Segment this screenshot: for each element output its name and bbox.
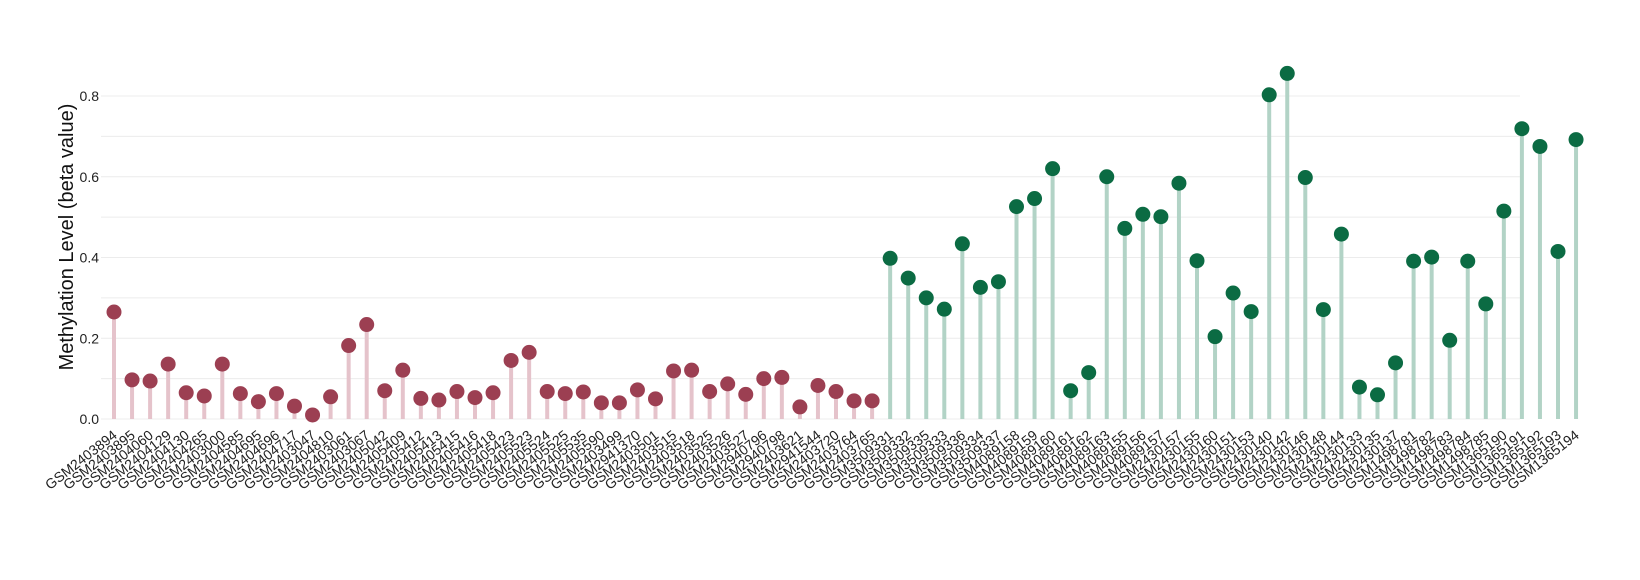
normal-point xyxy=(323,389,339,405)
tumor-point xyxy=(1153,209,1169,225)
tumor-point xyxy=(1189,253,1205,269)
tumor-point xyxy=(1424,249,1440,265)
normal-point xyxy=(846,393,862,409)
normal-point xyxy=(142,373,158,389)
normal-point xyxy=(575,384,591,400)
normal-point xyxy=(359,317,375,333)
normal-point xyxy=(539,384,555,400)
normal-point xyxy=(810,377,826,393)
tumor-point xyxy=(1063,383,1079,399)
tumor-point xyxy=(1009,199,1024,215)
normal-point xyxy=(738,386,754,402)
normal-point xyxy=(106,304,122,320)
normal-point xyxy=(521,344,537,360)
normal-point xyxy=(341,338,357,354)
normal-point xyxy=(413,390,429,406)
normal-point xyxy=(431,392,447,408)
tumor-point xyxy=(1243,304,1259,320)
normal-point xyxy=(377,383,393,399)
normal-point xyxy=(250,394,266,410)
x-axis-ticks: GSM2403894GSM2403895GSM2404060GSM2404129… xyxy=(42,427,1582,493)
normal-point xyxy=(449,384,465,400)
normal-point xyxy=(305,407,321,423)
tumor-point xyxy=(1514,121,1530,137)
tumor-point xyxy=(1351,379,1367,395)
tumor-point xyxy=(1460,253,1476,269)
tumor-point xyxy=(1478,296,1494,312)
tumor-point xyxy=(1370,387,1385,403)
tumor-point xyxy=(1027,191,1043,207)
normal-point xyxy=(485,385,501,401)
normal-point xyxy=(178,385,194,401)
y-tick-label: 0.2 xyxy=(80,330,100,346)
normal-point xyxy=(268,386,284,402)
normal-point xyxy=(756,371,772,387)
normal-point xyxy=(287,398,302,414)
lollipop-dots xyxy=(106,65,1584,423)
y-tick-label: 0.0 xyxy=(80,411,100,427)
normal-point xyxy=(666,363,682,379)
normal-point xyxy=(232,386,248,402)
normal-point xyxy=(611,395,627,411)
normal-point xyxy=(503,352,519,368)
tumor-point xyxy=(972,279,988,295)
tumor-point xyxy=(1117,220,1133,236)
normal-point xyxy=(124,372,140,388)
tumor-point xyxy=(990,274,1006,290)
tumor-point xyxy=(1406,253,1422,269)
normal-point xyxy=(774,369,790,385)
tumor-point xyxy=(1171,175,1187,191)
normal-point xyxy=(720,376,736,392)
tumor-point xyxy=(1261,87,1277,103)
tumor-point xyxy=(1045,161,1061,177)
grid-lines xyxy=(101,95,1520,420)
normal-point xyxy=(702,384,718,400)
y-axis-ticks: 0.0 0.2 0.4 0.6 0.8 xyxy=(80,88,100,427)
normal-point xyxy=(557,386,573,402)
y-axis-label: Methylation Level (beta value) xyxy=(56,104,78,371)
normal-point xyxy=(467,390,483,406)
tumor-point xyxy=(1279,65,1295,81)
y-tick-label: 0.8 xyxy=(80,88,100,104)
tumor-point xyxy=(1315,302,1331,318)
normal-point xyxy=(593,395,609,411)
y-tick-label: 0.4 xyxy=(80,250,100,266)
normal-point xyxy=(864,393,880,409)
tumor-point xyxy=(1135,206,1151,222)
tumor-point xyxy=(1442,332,1458,348)
tumor-point xyxy=(900,270,916,286)
lollipop-stems xyxy=(112,73,1579,419)
normal-point xyxy=(629,382,645,398)
normal-point xyxy=(395,362,411,378)
normal-point xyxy=(828,384,844,400)
tumor-point xyxy=(1568,132,1584,148)
tumor-point xyxy=(1388,355,1404,371)
tumor-point xyxy=(1297,170,1313,186)
tumor-point xyxy=(918,290,934,306)
normal-point xyxy=(196,388,212,404)
tumor-point xyxy=(1099,169,1115,185)
normal-point xyxy=(648,391,663,407)
normal-point xyxy=(792,399,808,415)
tumor-point xyxy=(1081,365,1097,381)
tumor-point xyxy=(1333,226,1349,242)
tumor-point xyxy=(1532,138,1548,154)
tumor-point xyxy=(882,250,898,266)
tumor-point xyxy=(954,236,970,252)
y-tick-label: 0.6 xyxy=(80,169,100,185)
tumor-point xyxy=(1496,203,1512,219)
normal-point xyxy=(214,356,230,372)
normal-point xyxy=(160,356,176,372)
tumor-point xyxy=(1225,285,1241,301)
normal-point xyxy=(684,362,700,378)
tumor-point xyxy=(936,301,952,317)
tumor-point xyxy=(1207,329,1223,345)
tumor-point xyxy=(1550,243,1566,259)
